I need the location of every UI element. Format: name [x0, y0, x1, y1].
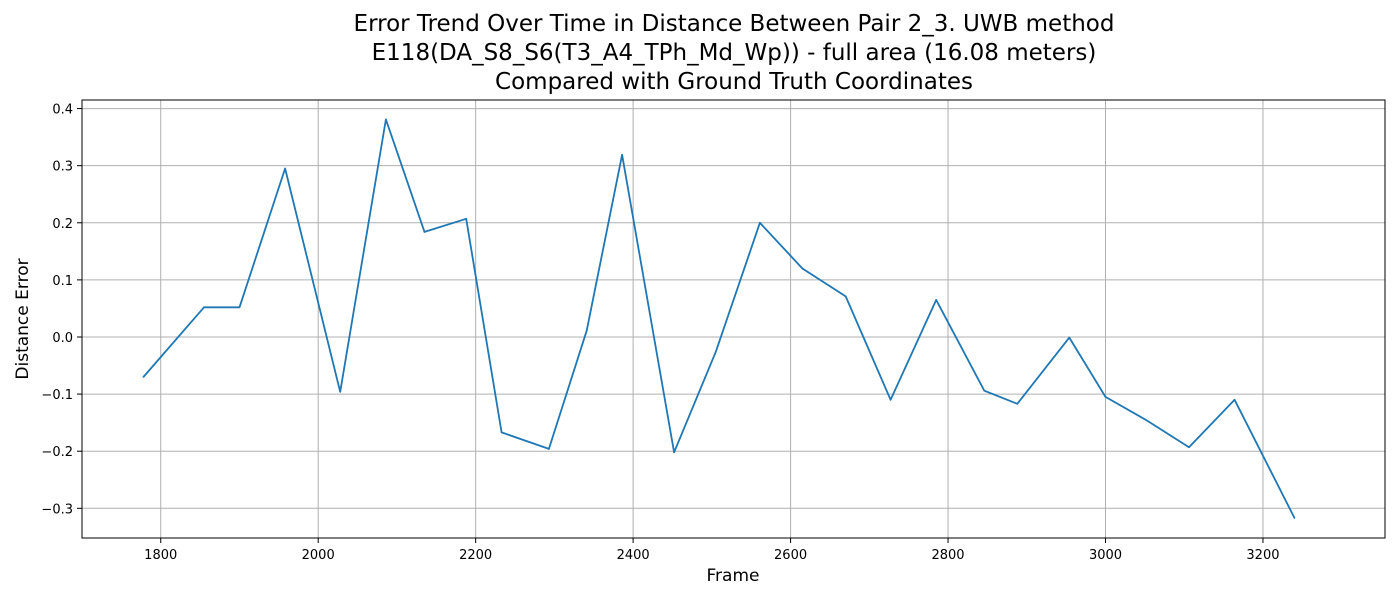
chart-title-line-3: Compared with Ground Truth Coordinates [495, 69, 973, 95]
x-axis: 1800 2000 2200 2400 2600 2800 3000 3200 [144, 538, 1280, 563]
grid [82, 100, 1385, 538]
chart-title: Error Trend Over Time in Distance Betwee… [0, 10, 1400, 97]
data-point [844, 295, 847, 298]
data-point [203, 306, 205, 309]
x-tick-label: 3200 [1246, 548, 1279, 563]
x-tick-label: 3000 [1089, 548, 1122, 563]
data-point [935, 299, 938, 301]
data-point [889, 399, 892, 401]
chart-title-line-2: E118(DA_S8_S6(T3_A4_TPh_Md_Wp)) - full a… [371, 40, 1097, 66]
data-point [1233, 399, 1236, 401]
data-point [385, 118, 387, 121]
x-tick-label: 2400 [617, 548, 650, 563]
x-tick-label: 2800 [931, 548, 964, 563]
x-tick-label: 2200 [459, 548, 492, 563]
data-point [1293, 517, 1296, 519]
data-point [1188, 446, 1190, 449]
data-point [548, 448, 550, 450]
data-point [1144, 418, 1147, 421]
data-point [142, 376, 145, 378]
data-point [621, 154, 623, 156]
x-tick-label: 2600 [774, 548, 807, 563]
data-point [465, 217, 468, 220]
data-point [1068, 336, 1071, 339]
y-axis: −0.3 −0.2 −0.1 0.0 0.1 0.2 0.3 0.4 [41, 103, 82, 517]
y-tick-label: 0.4 [52, 103, 73, 118]
data-point [1104, 396, 1107, 398]
data-point [801, 267, 804, 270]
y-axis-label: Distance Error [13, 258, 33, 379]
data-point [673, 451, 675, 454]
chart-title-line-1: Error Trend Over Time in Distance Betwee… [353, 11, 1115, 37]
data-point [759, 221, 761, 224]
data-point [585, 329, 588, 332]
x-tick-label: 1800 [144, 548, 177, 563]
data-point [714, 351, 717, 353]
data-point [500, 431, 503, 434]
data-point [284, 167, 286, 170]
data-point [423, 231, 426, 233]
series-layer [142, 118, 1296, 519]
y-tick-label: 0.2 [52, 217, 73, 232]
data-point [238, 306, 241, 309]
x-axis-label: Frame [707, 566, 760, 586]
y-tick-label: 0.3 [52, 160, 73, 175]
data-point [983, 389, 986, 392]
error-series-line [142, 118, 1296, 519]
x-tick-label: 2000 [302, 548, 335, 563]
y-tick-label: −0.3 [41, 502, 73, 517]
data-point [1016, 403, 1019, 405]
y-tick-label: 0.1 [52, 274, 73, 289]
plot-frame [81, 99, 1386, 539]
data-point [339, 391, 342, 393]
y-tick-label: 0.0 [52, 331, 73, 346]
y-tick-label: −0.2 [41, 445, 73, 460]
y-tick-label: −0.1 [41, 388, 73, 403]
